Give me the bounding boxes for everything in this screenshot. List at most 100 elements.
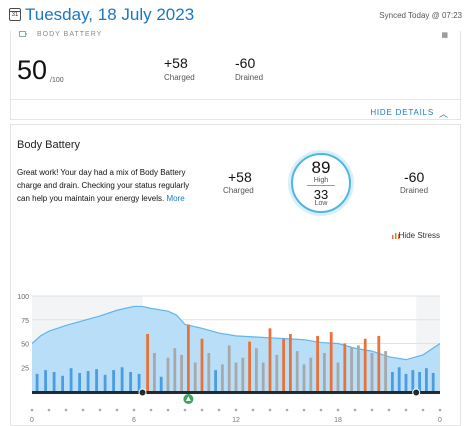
stress-bar [103,374,107,391]
x-tick-dot [64,408,68,412]
stress-bar [309,357,313,391]
stress-bar [207,353,211,391]
stress-bar [261,362,265,391]
stress-bar [391,372,394,391]
charged-value: +58 [164,55,188,71]
hide-stress-toggle[interactable]: Hide Stress [398,231,440,240]
x-tick-label: 6 [132,417,136,424]
x-tick-dot [302,408,306,412]
x-tick-dot [285,408,289,412]
x-tick-label: 12 [232,417,240,424]
low-label: Low [314,200,328,207]
y-tick-label: 75 [21,318,29,325]
high-value: 89 [311,158,331,177]
stress-bar [397,367,401,391]
stress-bar [69,368,73,391]
x-tick-dot [30,408,34,412]
chevron-up-icon[interactable]: ︿ [438,109,448,119]
stress-bar [302,364,306,391]
stress-bar [377,335,381,391]
y-tick-label: 100 [17,294,29,301]
x-tick-dot [98,408,102,412]
current-score: 50 [17,55,48,85]
stress-bar [418,372,421,391]
stress-bar [329,332,333,391]
detail-title: Body Battery [17,139,80,151]
x-tick-dot [132,408,136,412]
stress-bars-icon [392,233,400,239]
x-tick-dot [166,408,170,412]
page-date-title[interactable]: Tuesday, 18 July 2023 [25,5,195,24]
body-battery-chart[interactable]: 100 75 50 25 0 6 12 18 0 [14,289,446,424]
stress-bar [95,369,98,391]
x-tick-dot [47,408,51,412]
body-battery-line [31,305,441,361]
x-tick-dot [353,408,357,412]
x-tick-dot [387,408,391,412]
detail-drained-label: Drained [400,186,429,195]
stress-bar [166,357,170,391]
stress-bar [153,353,156,391]
stress-bar [86,371,90,391]
sleep-start-marker [412,388,421,397]
stress-bar [323,353,326,391]
stress-bar [241,357,245,391]
stress-bar [282,338,285,391]
stress-bar [316,335,319,391]
detail-drained-value: -60 [404,169,425,185]
stress-bar [52,372,56,391]
stress-bar [384,351,387,391]
stress-bar [431,372,435,391]
detail-charged-label: Charged [223,186,254,195]
x-tick-dot [404,408,408,412]
y-tick-label: 50 [21,342,29,349]
high-label: High [313,177,329,184]
stress-bar [193,362,197,391]
stress-bar [137,373,141,391]
stress-bar [234,362,238,391]
summary-card-label: BODY BATTERY [37,31,103,38]
ring-separator [307,185,335,186]
stress-bar [370,353,374,391]
stress-bar [112,370,115,391]
x-tick-dot [115,408,119,412]
stress-bar [221,364,224,391]
activity-icon [185,396,191,401]
stress-bar [227,345,231,391]
top-bar: 31 Tuesday, 18 July 2023 Synced Today @ … [0,0,474,34]
x-tick-dot [200,408,204,412]
hide-details-button[interactable]: HIDE DETAILS [370,108,434,117]
stress-bar [268,328,272,391]
x-tick-dot [319,408,323,412]
stress-bar [146,334,149,391]
stress-bar [357,345,360,391]
stress-bar [214,370,217,391]
stress-bar [363,338,367,391]
calendar-day: 31 [11,12,19,18]
calendar-icon[interactable]: 31 [9,8,21,21]
grid-icon[interactable]: ▦ [441,32,448,39]
score-max: /100 [50,77,64,84]
stress-bar [159,376,163,391]
stress-bar [200,338,204,391]
stress-bar [255,348,258,391]
stress-bar [129,372,132,391]
stress-bar [425,368,428,391]
body-battery-summary-card: BODY BATTERY ▦ 50 /100 +58 Charged -60 D… [10,31,461,120]
detail-description: Great work! Your day had a mix of Body B… [17,166,197,205]
stress-bar [411,370,415,391]
low-value: 33 [313,187,329,202]
stress-bar [350,347,353,391]
x-tick-dot [217,408,221,412]
drained-label: Drained [235,73,264,82]
stress-bar [336,362,340,391]
stress-bar [187,324,190,391]
x-tick-dot [370,408,374,412]
stress-bar [404,373,408,391]
stress-bar [295,351,299,391]
charged-label: Charged [164,73,195,82]
more-link[interactable]: More [166,194,185,203]
stress-bar [248,341,251,391]
x-tick-dot [438,408,442,412]
stress-bar [44,370,47,391]
